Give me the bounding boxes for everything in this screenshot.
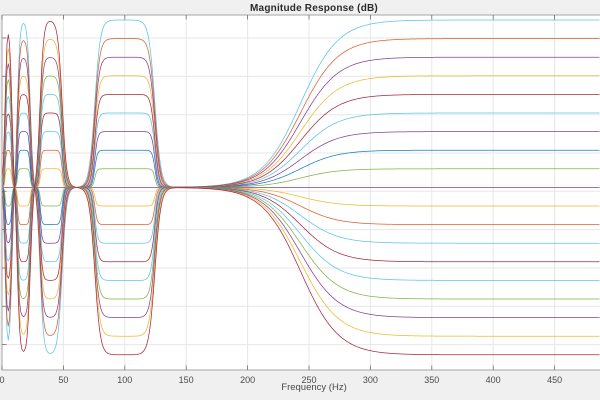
- x-tick-label: 50: [58, 375, 68, 385]
- response-curve: [1, 38, 600, 336]
- response-curves: [1, 19, 600, 356]
- response-curve: [1, 57, 600, 318]
- response-curve: [1, 168, 600, 207]
- x-tick-label: 100: [117, 375, 132, 385]
- x-tick-label: 400: [486, 375, 501, 385]
- axis-ticks: [1, 15, 555, 370]
- response-curve: [1, 112, 600, 263]
- response-curve: [1, 75, 600, 300]
- x-tick-label: 200: [240, 375, 255, 385]
- x-tick-label: 300: [363, 375, 378, 385]
- response-curve: [1, 112, 600, 263]
- x-tick-labels: 0 50 100 150 200 250 300 350 400 450: [0, 375, 562, 385]
- response-curve: [1, 94, 600, 281]
- response-curve: [1, 19, 600, 354]
- response-curve: [1, 149, 600, 225]
- x-tick-label: 0: [0, 375, 5, 385]
- response-curve: [1, 131, 600, 244]
- response-curve: [1, 94, 600, 281]
- plot-background: [2, 15, 600, 370]
- x-tick-label: 250: [301, 375, 316, 385]
- response-curve: [1, 20, 600, 356]
- x-axis-label: Frequency (Hz): [281, 382, 347, 393]
- axis-frame: [1, 14, 600, 371]
- x-tick-label: 350: [424, 375, 439, 385]
- response-curve: [1, 56, 600, 318]
- response-curve: [1, 38, 600, 337]
- figure-title: Magnitude Response (dB): [250, 3, 378, 14]
- response-curve: [1, 149, 600, 225]
- grid-lines: [2, 15, 600, 370]
- x-tick-label: 150: [179, 375, 194, 385]
- response-curve: [1, 75, 600, 300]
- response-curve: [1, 131, 600, 244]
- x-tick-label: 450: [547, 375, 562, 385]
- response-curve: [1, 168, 600, 207]
